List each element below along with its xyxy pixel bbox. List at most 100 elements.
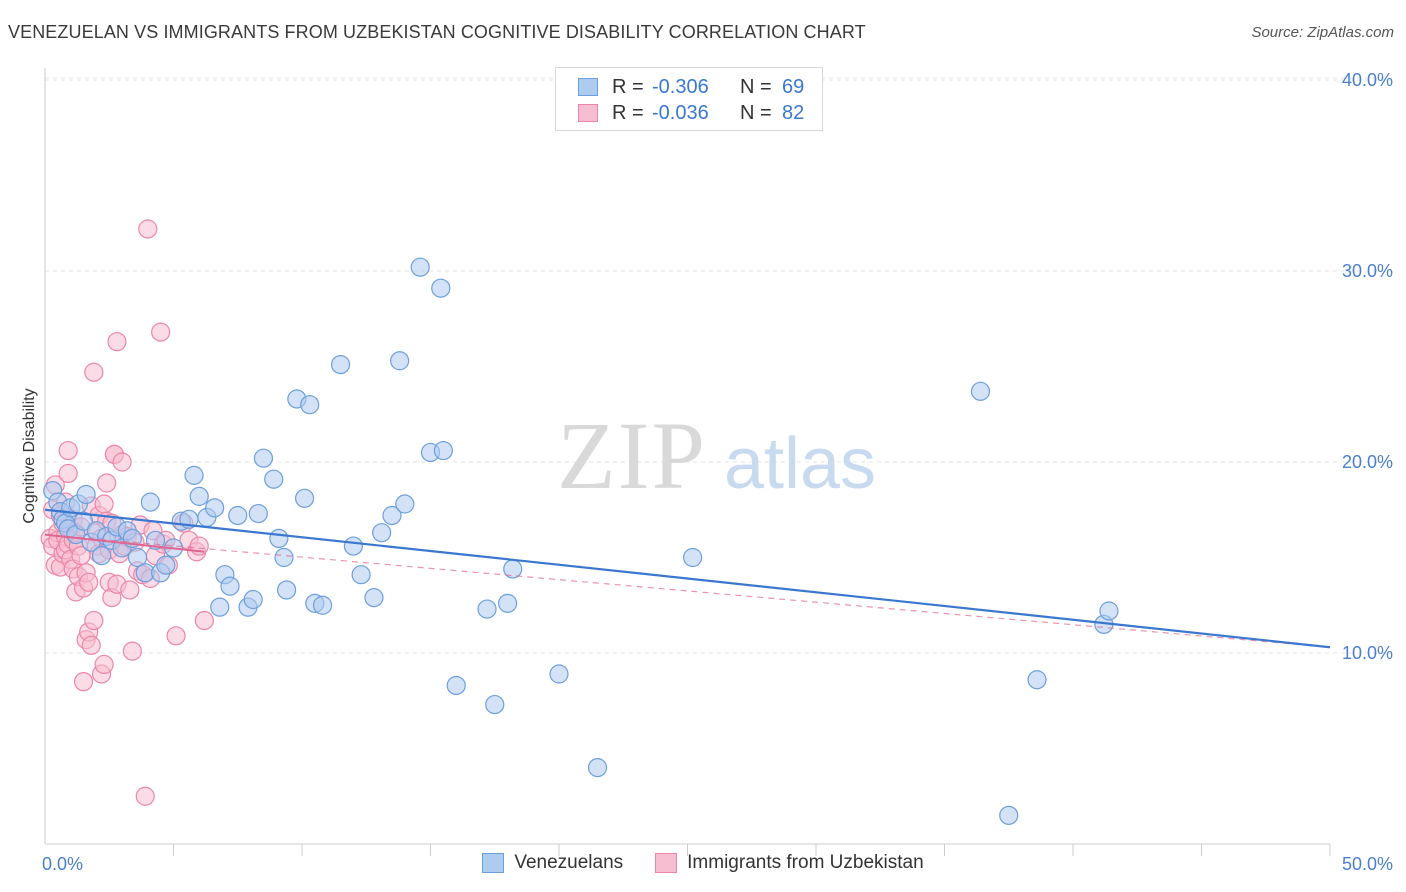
legend-r-label: R = [612,101,644,124]
venezuelan-point [312,595,333,615]
venezuelan-point [140,492,160,512]
venezuelan-point [274,547,294,568]
uzbek-point [58,463,78,484]
watermark-zip: ZIP [557,402,707,509]
legend-item-uzbekistan[interactable]: Immigrants from Uzbekistan [655,852,924,874]
venezuelan-point [248,503,268,524]
venezuelan-point [433,440,453,461]
legend-r-label: R = [612,75,644,98]
venezuelan-point [410,257,430,277]
gridlines [45,77,1392,654]
uzbek-point [84,362,104,382]
source-label: Source: ZipAtlas.com [1251,24,1394,41]
uzbek-point [189,536,209,556]
axes [44,68,1331,856]
uzbek-point [58,440,78,461]
uzbek-point [166,626,186,646]
venezuelan-point [91,545,112,566]
venezuelan-point [76,484,96,505]
legend-r-value: -0.306 [652,75,709,98]
legend-label-uzbekistan: Immigrants from Uzbekistan [687,852,924,873]
uzbek-point [120,580,140,600]
legend-row-uzbekistan: R = -0.036 N = 82 [578,101,804,125]
trendlines [44,508,1331,649]
venezuelan-point [243,589,263,610]
uzbek-point [151,322,171,342]
uzbek-trendline-dashed [44,533,1331,648]
venezuelan-point [587,757,608,778]
series-legend: Venezuelans Immigrants from Uzbekistan [0,852,1406,874]
venezuelan-point [210,597,230,617]
venezuelan-point [264,469,284,489]
uzbek-point [107,332,127,352]
venezuelan-point [205,498,225,518]
legend-label-venezuelans: Venezuelans [514,852,624,873]
uzbek-point [97,473,117,493]
venezuelan-point [294,488,315,508]
uzbek-point [194,610,214,631]
legend-n-value: 69 [782,75,805,98]
venezuelan-point [549,664,569,684]
y-axis-label: Cognitive Disability [21,388,38,523]
legend-n-label: N = [740,101,772,124]
legend-swatch-uzbekistan [578,104,598,122]
venezuelan-point [390,351,410,371]
venezuelan-point [228,505,248,526]
uzbek-point [94,654,114,675]
venezuelan-point [330,354,351,375]
legend-swatch-venezuelans [482,853,505,873]
venezuelan-point [276,580,297,600]
legend-row-venezuelans: R = -0.306 N = 69 [578,75,804,99]
watermark: ZIP atlas [557,402,876,509]
venezuelan-point [372,523,392,543]
venezuelan-point [343,536,363,556]
uzbek-point [94,494,114,514]
legend-swatch-venezuelans [578,78,598,96]
venezuelan-point [220,576,240,596]
uzbek-point [122,641,142,661]
venezuelan-points [43,257,1119,825]
legend-item-venezuelans[interactable]: Venezuelans [482,852,623,874]
venezuelan-point [395,494,415,514]
venezuelan-point [127,547,148,568]
x-tick-label: 50.0% [1342,854,1393,874]
legend-r-value: -0.036 [652,101,709,124]
venezuelan-point [364,588,384,608]
venezuelan-point [485,694,505,715]
venezuelan-point [970,381,991,401]
watermark-atlas: atlas [724,424,876,504]
venezuelan-point [1027,670,1047,690]
venezuelan-point [1099,601,1119,621]
venezuelan-point [382,505,402,526]
venezuelan-point [999,805,1019,825]
venezuelan-point [184,465,204,485]
stats-legend: R = -0.306 N = 69 R = -0.036 N = 82 [555,67,823,131]
uzbek-point [81,635,101,655]
venezuelan-point [156,555,176,575]
venezuelan-point [477,599,497,619]
venezuelan-point [189,486,209,506]
y-tick-label: 10.0% [1342,643,1393,663]
venezuelan-point [446,675,466,696]
chart-title: VENEZUELAN VS IMMIGRANTS FROM UZBEKISTAN… [8,22,866,42]
y-tick-label: 30.0% [1342,261,1393,281]
tick-labels: 10.0% 20.0% 30.0% 40.0% 0.0% 50.0% [42,70,1393,874]
uzbek-point [135,786,155,806]
venezuelan-point [253,448,274,468]
legend-n-value: 82 [782,101,805,124]
venezuelan-point [300,395,320,415]
venezuelan-point [683,547,703,568]
legend-n-label: N = [740,75,772,98]
uzbek-point [79,572,99,592]
x-tick-label: 0.0% [42,854,83,874]
venezuelan-point [351,565,371,585]
y-tick-label: 20.0% [1342,452,1393,472]
uzbek-point [138,219,158,239]
uzbek-point [84,610,104,631]
venezuelan-trendline [44,508,1331,649]
y-tick-label: 40.0% [1342,70,1393,90]
uzbek-point [73,672,94,692]
venezuelan-point [73,511,94,531]
venezuelan-point [269,528,289,549]
